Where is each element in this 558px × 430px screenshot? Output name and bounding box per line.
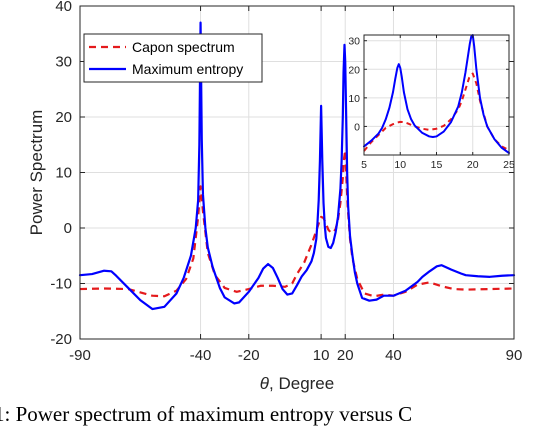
inset-y-ticks: 0 10 20 30 (348, 36, 509, 133)
inset-plot: 5 10 15 20 25 0 10 20 30 (348, 34, 515, 171)
legend-label-capon: Capon spectrum (132, 39, 235, 55)
y-tick-label: 20 (55, 109, 72, 126)
legend: Capon spectrum Maximum entropy (83, 33, 263, 83)
y-tick-label: 10 (55, 165, 72, 182)
y-tick-label: -10 (50, 276, 72, 293)
x-tick-label: 20 (467, 159, 479, 171)
y-tick-label: 30 (348, 36, 360, 48)
x-axis-label: θ, Degree (260, 374, 334, 393)
y-tick-label: 20 (348, 64, 360, 76)
x-tick-label: -40 (190, 347, 212, 364)
x-tick-label: 5 (361, 159, 367, 171)
y-tick-label: -20 (50, 331, 72, 348)
capon-spectrum-line (363, 72, 510, 152)
y-axis-label: Power Spectrum (27, 110, 46, 236)
main-x-ticks: -90 -40 -20 10 20 40 90 (69, 6, 522, 364)
inset-x-ticks: 5 10 15 20 25 (361, 35, 515, 171)
y-tick-label: 0 (354, 121, 360, 133)
y-tick-label: 30 (55, 54, 72, 71)
x-tick-label: 10 (394, 159, 406, 171)
y-tick-label: 40 (55, 0, 72, 15)
x-tick-label: 25 (503, 159, 515, 171)
y-tick-label: 10 (348, 93, 360, 105)
x-tick-label: 40 (385, 347, 402, 364)
x-tick-label: -90 (69, 347, 91, 364)
legend-label-maximum-entropy: Maximum entropy (132, 61, 243, 77)
x-tick-label: -20 (238, 347, 260, 364)
y-tick-label: 0 (64, 220, 72, 237)
legend-box (83, 33, 263, 83)
main-series-layer (78, 21, 516, 311)
maximum-entropy-line (78, 21, 516, 311)
inset-series-layer (363, 34, 510, 154)
figure-caption: 1: Power spectrum of maximum entropy ver… (0, 402, 413, 426)
x-tick-label: 90 (506, 347, 523, 364)
x-tick-label: 15 (431, 159, 443, 171)
x-tick-label: 20 (337, 347, 354, 364)
main-y-ticks: -20 -10 0 10 20 30 40 (50, 0, 514, 348)
x-tick-label: 10 (313, 347, 330, 364)
maximum-entropy-line (363, 34, 510, 154)
